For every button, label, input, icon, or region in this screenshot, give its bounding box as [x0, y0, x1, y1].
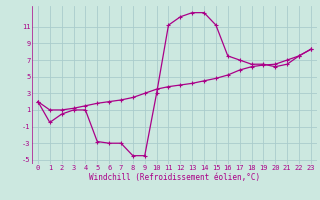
- X-axis label: Windchill (Refroidissement éolien,°C): Windchill (Refroidissement éolien,°C): [89, 173, 260, 182]
